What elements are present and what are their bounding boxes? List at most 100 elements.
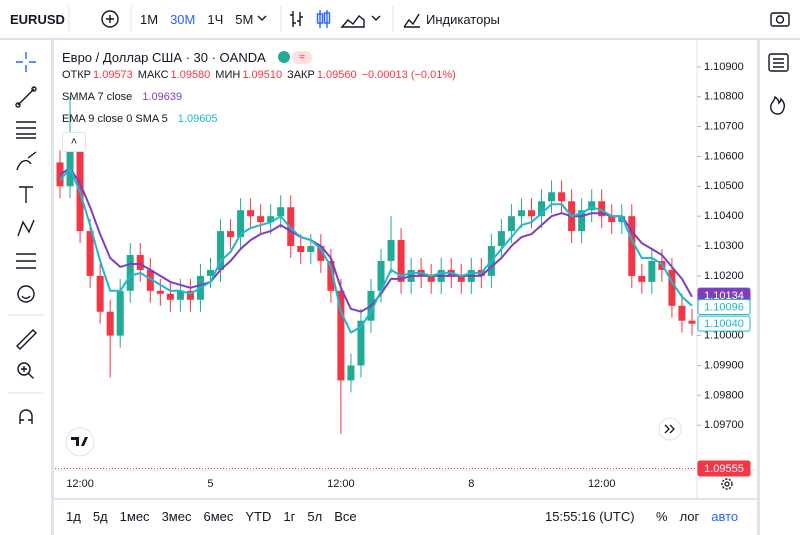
collapse-legend[interactable]: ˄ (62, 132, 86, 152)
watchlist-icon[interactable] (768, 53, 789, 72)
compare-plus (106, 15, 114, 23)
brush-tool[interactable] (16, 151, 37, 171)
bars-icon[interactable] (290, 11, 303, 27)
range-button[interactable]: Все (334, 508, 357, 524)
indicators-icon[interactable] (403, 13, 420, 28)
candle-body (688, 320, 696, 324)
candle-body (126, 255, 134, 291)
hotlist-icon[interactable] (770, 95, 786, 115)
candle-body (307, 246, 315, 253)
scroll-to-realtime[interactable] (658, 417, 682, 441)
scale-option[interactable]: авто (711, 508, 739, 524)
interval[interactable]: 1М (140, 11, 159, 27)
candle-body (297, 246, 305, 253)
x-tick-label: 8 (468, 478, 474, 490)
price-tag (697, 460, 751, 477)
y-tick-label: 1.10800 (704, 91, 744, 103)
study-row[interactable]: SMMA 7 close 1.09639 (62, 86, 182, 108)
scale-option[interactable]: % (656, 508, 668, 524)
trendline-dot (31, 86, 37, 92)
text-tool[interactable] (19, 186, 33, 203)
scale-option[interactable]: лог (679, 508, 700, 524)
area-icon[interactable] (340, 15, 365, 28)
camera-icon[interactable] (770, 12, 790, 27)
settings-gear[interactable] (721, 478, 733, 490)
candle-body (227, 231, 235, 238)
legend-title: Евро / Доллар США · 30 · OANDA (62, 49, 266, 65)
ruler-tool[interactable] (16, 329, 37, 350)
ohlc-value: 1.09573 (93, 69, 133, 81)
candle-body (588, 201, 596, 211)
scroll-arrows (664, 424, 675, 434)
ohlc-change: −0.00013 (−0.01%) (361, 69, 456, 81)
y-tick-label: 1.10700 (704, 121, 744, 133)
y-tick-label: 1.10400 (704, 210, 744, 222)
tv-logo-mark (71, 437, 88, 446)
candle-body (146, 269, 154, 291)
candle-body (347, 365, 355, 381)
range-button[interactable]: 5д (92, 508, 108, 524)
camera-lens (775, 15, 785, 24)
candle-body (96, 275, 104, 312)
clock[interactable]: 15:55:16 (UTC) (545, 508, 635, 524)
candle-body (618, 216, 626, 223)
magnet-tool[interactable] (19, 409, 33, 424)
legend-studies: SMMA 7 close 1.09639 EMA 9 close 0 SMA 5 1.… (62, 86, 218, 152)
interval[interactable]: 1Ч (207, 11, 224, 27)
price-tag (697, 298, 751, 315)
zoom-tool[interactable] (17, 362, 31, 376)
candle-body (638, 275, 646, 282)
candle-body (257, 216, 265, 223)
range-button[interactable]: 1мес (119, 508, 150, 524)
study-value: 1.09639 (142, 91, 183, 103)
x-tick-label: 12:00 (588, 478, 616, 490)
candle-body (247, 210, 255, 217)
left-toolbar (0, 40, 51, 535)
candle-body (538, 201, 546, 217)
candle-body (327, 260, 335, 291)
compare-icon[interactable] (101, 10, 119, 28)
study-row[interactable]: EMA 9 close 0 SMA 5 1.09605 (62, 108, 218, 130)
intervals: 1М 30М 1Ч 5М (140, 0, 265, 38)
y-tick-label: 1.09700 (704, 419, 744, 431)
price-tag-label: 1.10096 (704, 301, 744, 313)
zoom-tool-handle (21, 366, 34, 379)
range-button[interactable]: 6мес (203, 508, 234, 524)
candle-body (106, 311, 114, 336)
icons-tool[interactable] (17, 285, 35, 303)
market-open-dot (277, 51, 290, 63)
interval[interactable]: 30М (170, 11, 196, 27)
candle-body (648, 260, 656, 282)
watchlist-lines (773, 58, 784, 68)
trendline-tool[interactable] (17, 88, 35, 106)
legend-title-row: Евро / Доллар США · 30 · OANDA ≈ (62, 48, 312, 66)
candle-body (357, 320, 365, 366)
range-button[interactable]: YTD (245, 508, 272, 524)
candle-body (156, 290, 164, 294)
scale-options: % лог авто (656, 500, 750, 532)
interval[interactable]: 5М (235, 11, 254, 27)
candle-body (136, 255, 144, 270)
interval-chevron[interactable] (257, 15, 267, 21)
ohlc-label: ЗАКР (287, 69, 315, 81)
candle-body (527, 210, 535, 217)
symbol[interactable]: EURUSD (10, 11, 65, 27)
bottom-bar: 1д 5д 1мес 3мес 6мес YTD 1г 5л Все 15:55:16 (UTC… (54, 500, 757, 535)
range-button[interactable]: 5л (307, 508, 323, 524)
study-name: EMA 9 close 0 SMA 5 (62, 113, 168, 125)
y-tick-label: 1.10200 (704, 270, 744, 282)
delay-badge[interactable]: ≈ (291, 50, 312, 64)
chart-type-chevron[interactable] (371, 15, 381, 21)
range-buttons: 1д 5д 1мес 3мес 6мес YTD 1г 5л Все (66, 500, 369, 532)
candle-body (186, 290, 194, 300)
pattern-tool[interactable] (17, 219, 35, 237)
range-button[interactable]: 1г (283, 508, 296, 524)
fib-tool[interactable] (16, 121, 36, 139)
ohlc-value: 1.09510 (242, 69, 283, 81)
forecast-tool[interactable] (16, 253, 36, 269)
candle-body (427, 275, 435, 282)
range-button[interactable]: 1д (66, 508, 81, 524)
range-button[interactable]: 3мес (161, 508, 192, 524)
crosshair-tool[interactable] (16, 52, 36, 72)
indicators-button[interactable]: Индикаторы (426, 11, 500, 27)
